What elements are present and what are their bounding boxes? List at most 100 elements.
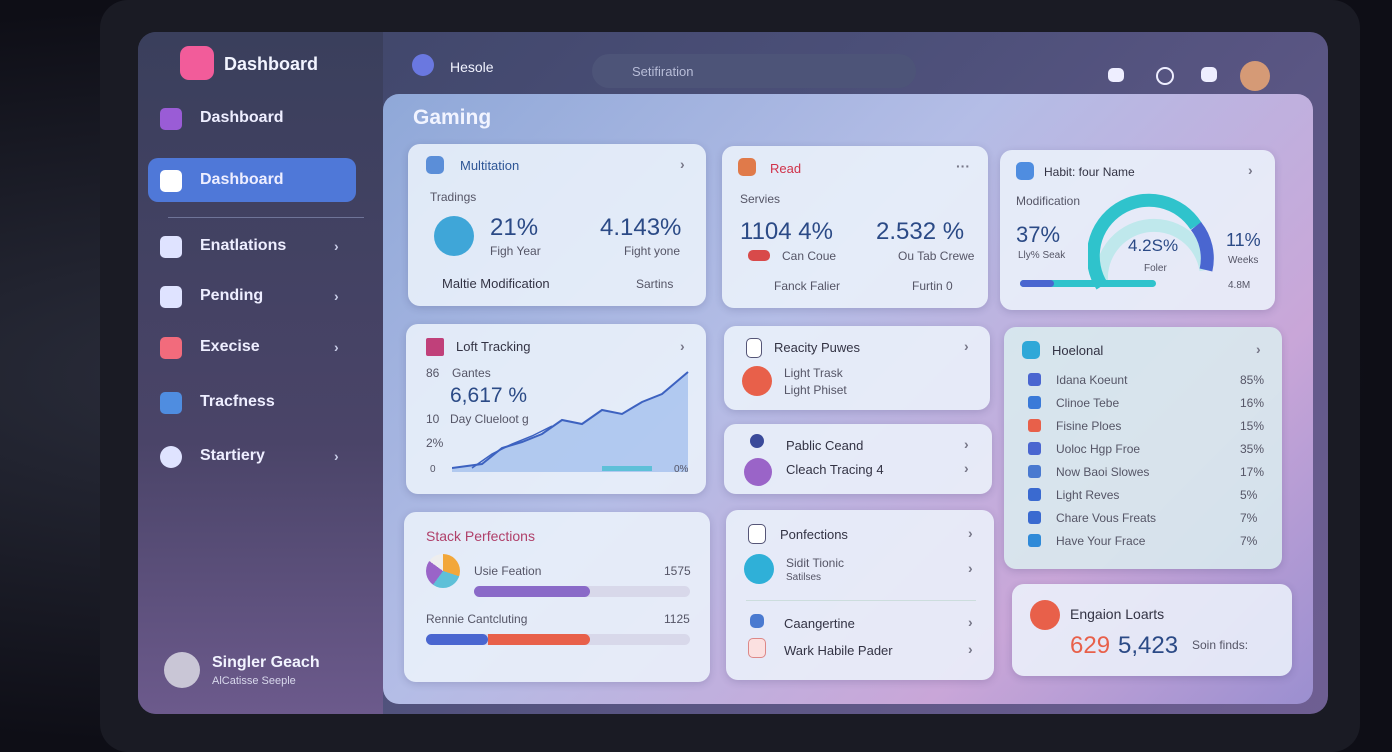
item-value: 85% (1240, 373, 1265, 387)
progress-bar (1020, 280, 1156, 287)
card-icon (1022, 341, 1040, 359)
chevron: › (334, 238, 339, 254)
card-hoelonal: Hoelonal › Idana Koeunt 85% Clinoe Tebe 16%… (1004, 327, 1282, 569)
item-name: Uoloc Hgp Froe (1056, 442, 1141, 456)
line: Pablic Ceand (786, 438, 864, 453)
gauge-label: Foler (1144, 263, 1167, 274)
chevron: › (680, 156, 685, 172)
chevron: › (968, 525, 973, 541)
search-placeholder: Setifiration (632, 64, 694, 79)
nav-item[interactable]: Enatlations › (148, 224, 356, 268)
search-button[interactable] (1156, 67, 1174, 85)
tracking-value: 6,617 % (450, 384, 528, 407)
stat-value: 11% (1226, 230, 1261, 250)
nav-icon (160, 108, 182, 130)
row-value: 1125 (664, 612, 690, 626)
nav-item[interactable]: Execise › (148, 325, 356, 369)
nav-icon (160, 236, 182, 258)
profile-avatar[interactable] (164, 652, 200, 688)
card-icon (1016, 162, 1034, 180)
main-panel: Gaming Multitation › Tradings 21% Figh Y… (383, 94, 1313, 704)
card-link[interactable]: Furtin 0 (912, 279, 953, 293)
account-avatar[interactable] (1240, 61, 1270, 91)
calendar-button[interactable] (1201, 67, 1217, 82)
stat-value: 2.532 % (876, 218, 965, 245)
menu-dots[interactable]: ··· (956, 158, 970, 174)
item-value: 5% (1240, 488, 1258, 502)
stat-label: Figh Year (490, 244, 541, 258)
item-icon (1028, 442, 1041, 455)
line: Light Trask (784, 366, 843, 380)
progress-bar-fill (1020, 280, 1054, 287)
gauge-track (1094, 218, 1213, 287)
nav-label: Enatlations (200, 237, 287, 254)
icon-button[interactable] (1108, 68, 1124, 82)
chevron: › (334, 339, 339, 355)
note: Soin finds: (1192, 638, 1249, 652)
item-icon (748, 638, 766, 658)
nav-item-active[interactable]: Dashboard (148, 158, 356, 202)
row-label: Rennie Cantcluting (426, 612, 528, 626)
gauge-arc-end (1190, 221, 1214, 272)
line-chart (452, 371, 689, 472)
chevron: › (964, 460, 969, 476)
search-box[interactable]: Setifiration (592, 54, 916, 88)
item-icon (1028, 465, 1041, 478)
axis-start: 0 (430, 464, 436, 475)
chevron: › (334, 288, 339, 304)
chevron: › (968, 560, 973, 576)
value: 629 (1070, 632, 1111, 659)
chevron: › (680, 338, 685, 354)
card-icon (426, 338, 444, 356)
avatar-icon (434, 216, 474, 256)
gauge-arc (1088, 193, 1202, 290)
card-subtitle: Tradings (430, 190, 477, 204)
stat-value: 1104 4% (740, 218, 833, 245)
chevron: › (334, 448, 339, 464)
nav-label: Tracfness (200, 393, 275, 410)
card-icon (426, 156, 444, 174)
chevron: › (1248, 162, 1253, 178)
row-number: 86 (426, 366, 440, 380)
avatar-icon (744, 554, 774, 584)
nav-icon (160, 286, 182, 308)
progress-fill (474, 586, 590, 597)
profile-role: AlCatisse Seeple (212, 675, 296, 687)
line-sub: Satilses (786, 572, 822, 583)
card-subtitle: Modification (1016, 194, 1081, 208)
stat-value: 4.143% (600, 214, 682, 241)
nav-icon (160, 392, 182, 414)
item-name: Chare Vous Freats (1056, 511, 1157, 525)
chevron: › (964, 436, 969, 452)
card-engaion: Engaion Loarts 629 5,423 Soin finds: (1012, 584, 1292, 676)
stat-extra: 4.8M (1228, 280, 1251, 291)
chart-scrubber (602, 466, 652, 471)
nav-label: Execise (200, 338, 260, 355)
nav-item[interactable]: Startiery › (148, 434, 356, 478)
card-title: Read (770, 161, 802, 176)
sidebar: Dashboard Dashboard Dashboard Enatlation… (138, 32, 383, 714)
item-value: 35% (1240, 442, 1265, 456)
card-title: Loft Tracking (456, 339, 531, 354)
user-icon[interactable] (412, 54, 434, 76)
screen: Dashboard Dashboard Dashboard Enatlation… (138, 32, 1328, 714)
nav-item[interactable]: Dashboard (148, 96, 356, 140)
item-value: 15% (1240, 419, 1265, 433)
item-name: Idana Koeunt (1056, 373, 1128, 387)
item-icon (1028, 419, 1041, 432)
card-link[interactable]: Sartins (636, 277, 674, 291)
item-value: 7% (1240, 511, 1258, 525)
nav-label: Dashboard (200, 109, 284, 126)
item-name: Clinoe Tebe (1056, 396, 1120, 410)
card-footer: Maltie Modification (442, 276, 550, 291)
axis-end: 0% (674, 464, 689, 475)
card-stack: Stack Perfections Usie Feation 1575 Renn… (404, 512, 710, 682)
card-multitation: Multitation › Tradings 21% Figh Year 4.1… (408, 144, 706, 306)
nav-item[interactable]: Tracfness (148, 380, 356, 424)
divider (168, 217, 364, 218)
donut-icon (426, 554, 460, 588)
stat-label: Fight yone (624, 244, 681, 258)
nav-item[interactable]: Pending › (148, 274, 356, 318)
card-icon (748, 524, 766, 544)
